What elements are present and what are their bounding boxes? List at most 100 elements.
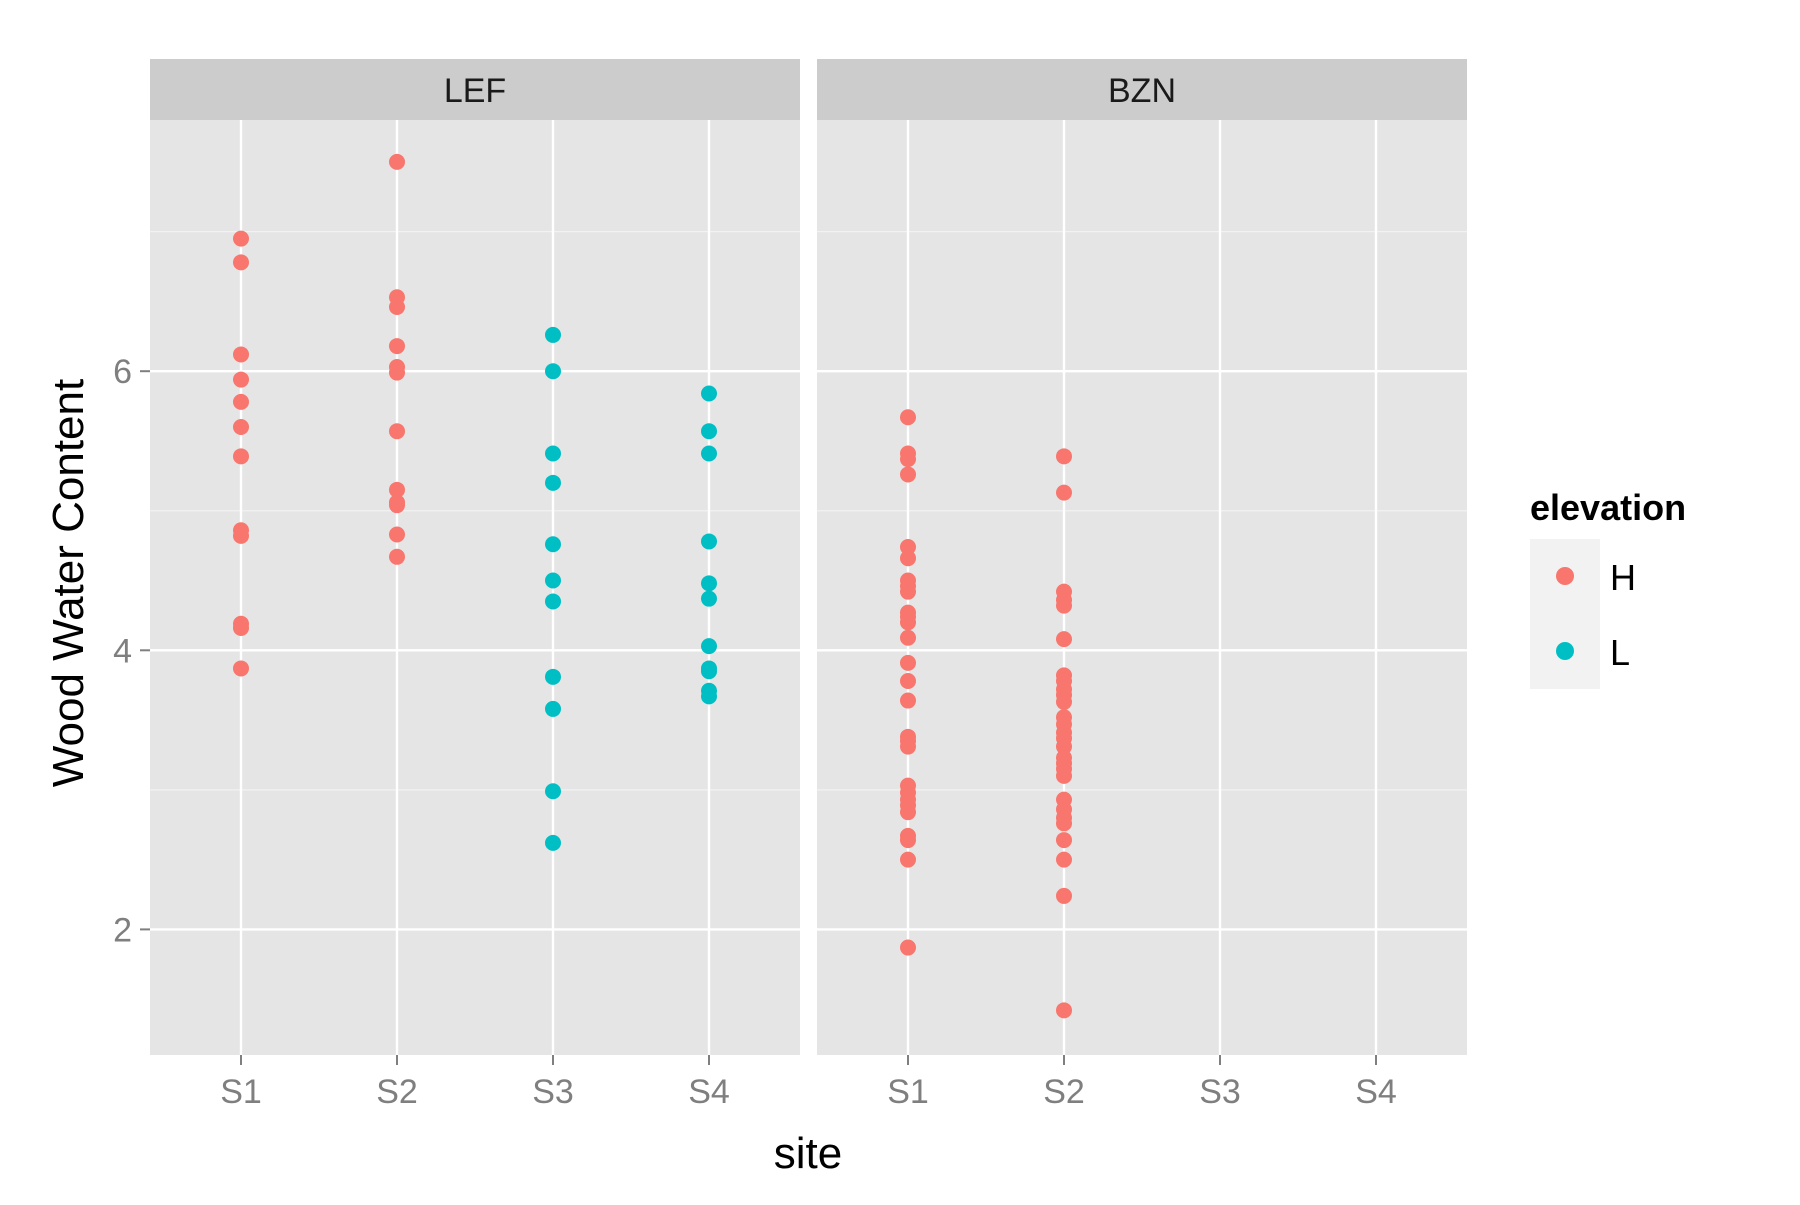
data-point (1056, 767, 1072, 784)
data-point (701, 445, 717, 462)
data-point (389, 423, 405, 440)
y-tick-label: 6 (113, 353, 132, 391)
facet-strip-label-lef: LEF (444, 72, 506, 110)
data-point (701, 385, 717, 402)
data-point (1056, 448, 1072, 465)
data-point (1056, 832, 1072, 849)
data-point (701, 590, 717, 607)
panel-bzn: BZN (817, 59, 1467, 1055)
data-point (545, 668, 561, 685)
facet-strip-lef (150, 59, 800, 120)
data-point (545, 572, 561, 589)
x-tick-label: S1 (220, 1073, 262, 1111)
y-axis-title: Wood Water Content (44, 379, 93, 787)
data-point (389, 153, 405, 170)
series-h (233, 153, 1072, 1019)
x-tick-label: S3 (532, 1073, 574, 1111)
panels-layer: LEF BZN (150, 59, 1467, 1055)
data-point (1056, 484, 1072, 501)
data-point (545, 783, 561, 800)
data-point (545, 474, 561, 491)
data-point (900, 738, 916, 755)
data-point (389, 481, 405, 498)
legend-label-l: L (1610, 632, 1630, 673)
data-point (900, 614, 916, 631)
data-point (389, 338, 405, 355)
data-point (900, 939, 916, 956)
data-point (545, 700, 561, 717)
series-l (545, 326, 717, 851)
x-tick-label: S2 (376, 1073, 418, 1111)
data-point (389, 364, 405, 381)
data-point (900, 654, 916, 671)
y-tick-label: 4 (113, 632, 132, 670)
legend: elevation H L (1530, 487, 1686, 689)
data-point (545, 536, 561, 553)
data-point (900, 804, 916, 821)
data-point (545, 326, 561, 343)
data-point (389, 548, 405, 565)
data-point (900, 629, 916, 646)
data-point (701, 688, 717, 705)
data-point (233, 393, 249, 410)
data-point (701, 575, 717, 592)
data-point (900, 550, 916, 567)
data-point (701, 533, 717, 550)
data-point (900, 409, 916, 426)
data-point (233, 371, 249, 388)
data-point (545, 445, 561, 462)
x-tick-label: S4 (1355, 1073, 1397, 1111)
data-point (900, 451, 916, 468)
data-point (900, 673, 916, 689)
data-point (233, 230, 249, 247)
data-point (900, 851, 916, 868)
x-axis-title: site (774, 1129, 842, 1178)
data-point (1056, 887, 1072, 904)
data-point (1056, 631, 1072, 648)
x-tick-label: S2 (1043, 1073, 1085, 1111)
panel-background-lef (150, 120, 800, 1055)
y-tick-label: 2 (113, 911, 132, 949)
legend-key-h-point (1556, 567, 1574, 585)
data-point (701, 423, 717, 440)
legend-title: elevation (1530, 487, 1686, 528)
data-point (900, 692, 916, 709)
data-point (701, 663, 717, 680)
data-point (389, 497, 405, 514)
facet-strip-label-bzn: BZN (1108, 72, 1176, 110)
x-tick-label: S4 (688, 1073, 730, 1111)
data-point (900, 583, 916, 600)
data-point (1056, 693, 1072, 710)
y-axis: 2 4 6 (113, 353, 150, 949)
data-point (233, 346, 249, 363)
data-point (1056, 1002, 1072, 1019)
data-point (233, 419, 249, 436)
x-tick-label: S1 (887, 1073, 929, 1111)
data-point (389, 299, 405, 315)
data-point (701, 638, 717, 655)
data-point (233, 527, 249, 544)
data-point (233, 254, 249, 271)
data-point (1056, 851, 1072, 868)
panel-background-bzn (817, 120, 1467, 1055)
data-point (545, 363, 561, 380)
data-point (900, 539, 916, 556)
data-point (1056, 815, 1072, 832)
data-point (233, 619, 249, 636)
data-point (545, 834, 561, 851)
legend-label-h: H (1610, 557, 1636, 598)
facet-strip-bzn (817, 59, 1467, 120)
data-point (545, 593, 561, 610)
x-tick-label: S3 (1199, 1073, 1241, 1111)
data-point (1056, 597, 1072, 614)
legend-key-l-point (1556, 642, 1574, 660)
data-point (233, 448, 249, 465)
data-point (900, 466, 916, 483)
data-point (900, 832, 916, 849)
x-axis: S1 S2 S3 S4 S1 S2 S3 S4 (220, 1055, 1397, 1111)
data-point (1056, 738, 1072, 755)
data-point (233, 660, 249, 677)
panel-lef: LEF (150, 59, 800, 1055)
